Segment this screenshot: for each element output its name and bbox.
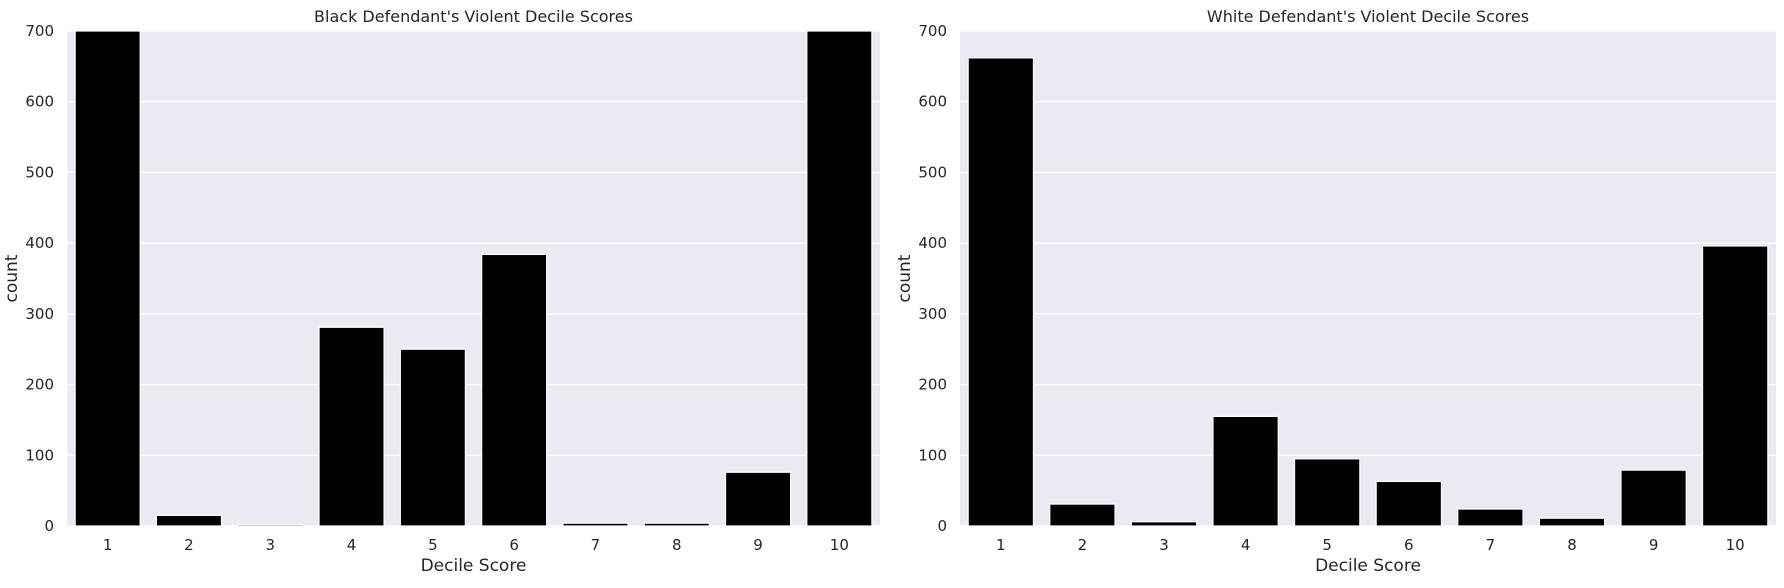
x-tick-label: 3 — [1159, 536, 1169, 554]
bar-7 — [1457, 508, 1524, 527]
x-axis-label: Decile Score — [1315, 556, 1421, 576]
chart-panel-white-defendants: White Defendant's Violent Decile Scores … — [895, 7, 1776, 576]
y-tick-label: 500 — [918, 163, 947, 181]
plot-area — [960, 31, 1776, 526]
x-tick-label: 10 — [830, 536, 849, 554]
y-tick-label: 0 — [937, 517, 947, 535]
y-tick-label: 600 — [918, 93, 947, 111]
x-tick-label: 9 — [1649, 536, 1659, 554]
x-tick-label: 8 — [672, 536, 682, 554]
y-tick-label: 500 — [25, 163, 54, 181]
bar-3 — [1130, 521, 1198, 527]
y-tick-label: 100 — [918, 446, 947, 464]
bar-5 — [1293, 458, 1361, 527]
chart-title: Black Defendant's Violent Decile Scores — [314, 7, 633, 26]
y-tick-label: 700 — [25, 22, 54, 40]
x-axis-label: Decile Score — [421, 556, 527, 576]
y-tick-label: 100 — [25, 446, 54, 464]
bar-6 — [481, 253, 548, 527]
y-tick-label: 600 — [25, 93, 54, 111]
x-tick-label: 5 — [428, 536, 438, 554]
bar-10 — [1701, 245, 1769, 527]
x-tick-label: 8 — [1567, 536, 1577, 554]
bar-9 — [724, 471, 792, 527]
x-tick-label: 9 — [753, 536, 763, 554]
bar-4 — [1212, 415, 1279, 527]
x-tick-label: 4 — [347, 536, 357, 554]
y-axis-label: count — [2, 254, 22, 302]
bar-1 — [74, 30, 141, 527]
y-tick-label: 200 — [25, 376, 54, 394]
bar-5 — [399, 348, 466, 527]
x-tick-label: 2 — [1078, 536, 1088, 554]
bar-4 — [318, 326, 385, 527]
bar-2 — [155, 514, 223, 527]
x-tick-label: 6 — [509, 536, 519, 554]
x-tick-label: 4 — [1241, 536, 1251, 554]
y-tick-label: 200 — [918, 376, 947, 394]
plot-area — [67, 31, 880, 526]
bar-7 — [562, 522, 629, 527]
bar-3 — [237, 523, 304, 527]
x-tick-label: 5 — [1322, 536, 1332, 554]
bar-9 — [1620, 469, 1687, 527]
x-tick-label: 10 — [1726, 536, 1745, 554]
x-tick-label: 1 — [996, 536, 1006, 554]
x-tick-label: 3 — [265, 536, 275, 554]
y-tick-label: 300 — [25, 305, 54, 323]
bar-8 — [1538, 517, 1606, 527]
bar-2 — [1049, 503, 1116, 527]
bar-10 — [806, 30, 873, 527]
chart-panel-black-defendants: Black Defendant's Violent Decile Scores … — [2, 7, 880, 576]
x-tick-label: 6 — [1404, 536, 1414, 554]
y-tick-label: 700 — [918, 22, 947, 40]
y-tick-label: 0 — [44, 517, 54, 535]
y-tick-label: 400 — [918, 234, 947, 252]
x-tick-label: 7 — [591, 536, 601, 554]
x-tick-label: 1 — [103, 536, 113, 554]
y-tick-label: 300 — [918, 305, 947, 323]
y-tick-label: 400 — [25, 234, 54, 252]
x-tick-label: 2 — [184, 536, 194, 554]
y-axis-label: count — [895, 254, 915, 302]
chart-title: White Defendant's Violent Decile Scores — [1207, 7, 1529, 26]
bar-8 — [643, 522, 710, 527]
x-tick-label: 7 — [1486, 536, 1496, 554]
bar-1 — [967, 57, 1035, 527]
bar-6 — [1375, 480, 1443, 527]
